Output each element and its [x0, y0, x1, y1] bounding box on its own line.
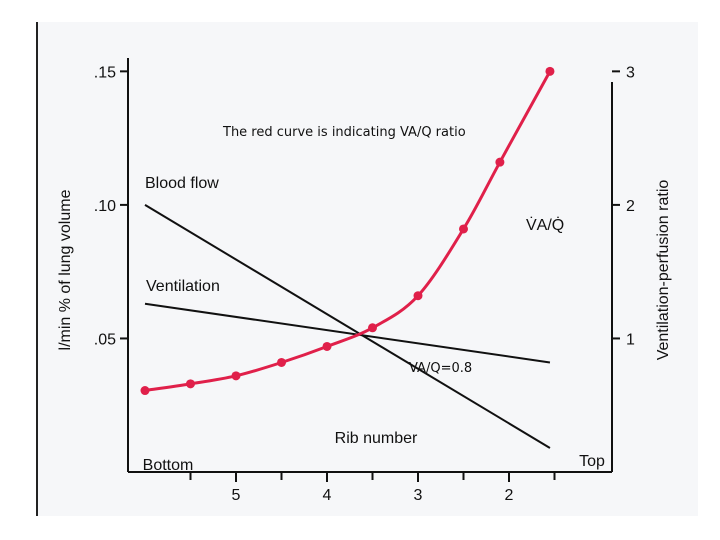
vaq-point [140, 386, 150, 396]
x-tick-label: 3 [414, 487, 423, 504]
vaq-point [322, 341, 332, 351]
vaq-point [368, 323, 377, 333]
y-left-label: l/min % of lung volume [57, 189, 74, 350]
y-right-label: Ventilation-perfusion ratio [655, 180, 672, 361]
series-line-vaq [144, 70, 552, 393]
series-line-ventilation [144, 302, 551, 364]
y-left-tick-label: .15 [94, 64, 116, 81]
vaq-point [459, 224, 468, 234]
series-label-ventilation: Ventilation [146, 278, 220, 295]
series-line-blood-flow [144, 204, 551, 449]
x-axis-label: Rib number [335, 430, 418, 447]
series-label-blood-flow: Blood flow [145, 175, 219, 192]
y-left-tick-label: .05 [94, 331, 116, 348]
y-right-tick-label: 1 [626, 331, 635, 348]
vaq-point [231, 371, 241, 381]
vaq-point [277, 357, 286, 367]
annotation-title: The red curve is indicating VA/Q ratio [223, 125, 466, 140]
x-axis-bottom-label: Bottom [143, 457, 194, 474]
chart-frame [36, 22, 698, 516]
vaq-point [413, 291, 423, 301]
vaq-point [545, 66, 555, 76]
y-right-tick-label: 2 [626, 198, 635, 215]
y-left-tick-label: .10 [94, 198, 116, 215]
x-tick-label: 4 [323, 487, 332, 504]
y-right-tick-label: 3 [626, 64, 635, 81]
annotation-point: VA/Q=0.8 [409, 361, 473, 376]
x-tick-label: 5 [232, 487, 241, 504]
x-axis-top-label: Top [579, 453, 605, 470]
x-tick-label: 2 [505, 487, 514, 504]
vaq-point [495, 157, 505, 167]
series-label-vaq: V̇A/Q̇ [526, 216, 564, 234]
vaq-point [186, 379, 195, 389]
